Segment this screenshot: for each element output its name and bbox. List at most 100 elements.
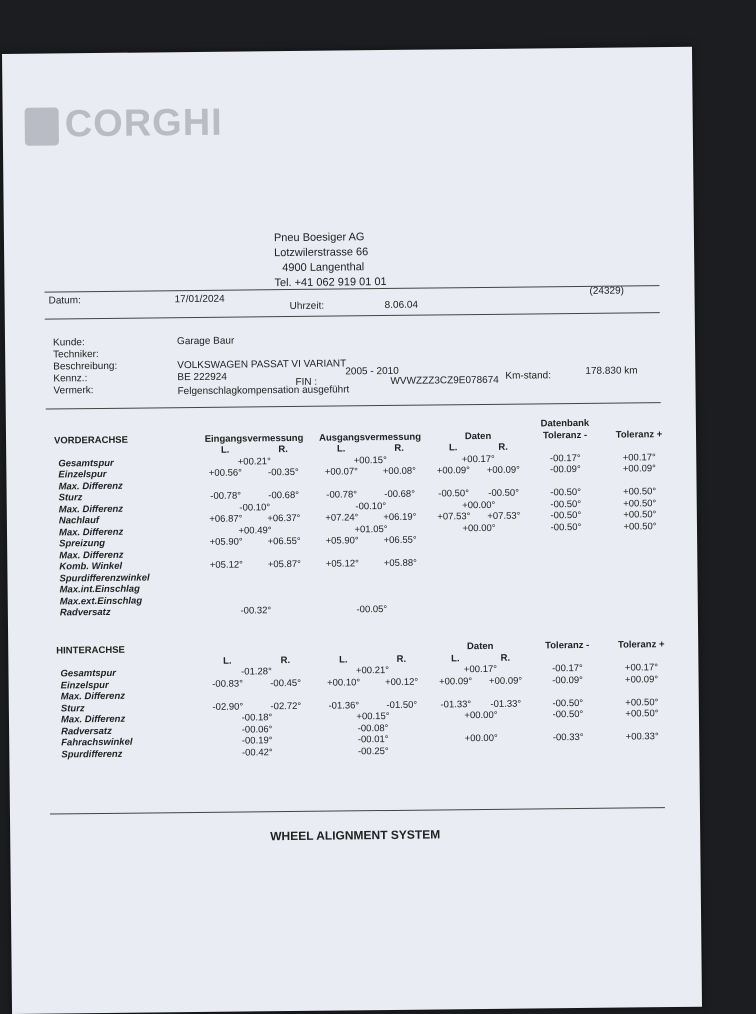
side-label: R. bbox=[280, 654, 291, 666]
value: VOLKSWAGEN PASSAT VI VARIANT bbox=[177, 358, 347, 372]
value: -00.50° bbox=[552, 709, 584, 721]
empty bbox=[529, 556, 603, 568]
value: -00.50° bbox=[550, 498, 582, 511]
value: -00.17° bbox=[552, 663, 583, 675]
value: Felgenschlagkompensation ausgeführt bbox=[177, 384, 350, 398]
value: -00.33° bbox=[552, 732, 584, 744]
value: -01.50° bbox=[386, 699, 418, 711]
side-label: L. bbox=[448, 442, 458, 454]
value: +07.53° bbox=[437, 511, 471, 523]
row-label: Spurdifferenz bbox=[61, 748, 123, 761]
label: Kunde: bbox=[52, 337, 85, 349]
value: +00.09° bbox=[486, 464, 521, 477]
value: +07.53° bbox=[487, 510, 521, 523]
value: +00.33° bbox=[625, 731, 659, 743]
row-label: Radversatz bbox=[59, 607, 111, 619]
company-name: Pneu Boesiger AG bbox=[273, 231, 365, 245]
label: Uhrzeit: bbox=[289, 300, 325, 313]
empty bbox=[605, 742, 679, 754]
value: -00.09° bbox=[549, 464, 581, 476]
empty bbox=[604, 578, 678, 590]
value: +05.87° bbox=[267, 559, 301, 571]
side-label: R. bbox=[498, 441, 508, 454]
value: -00.17° bbox=[549, 452, 581, 465]
empty bbox=[603, 543, 677, 555]
empty bbox=[529, 533, 603, 545]
value: +00.50° bbox=[623, 497, 657, 510]
value: -00.45° bbox=[270, 677, 302, 689]
empty bbox=[531, 743, 605, 755]
label: Km-stand: bbox=[505, 370, 552, 382]
value: -00.50° bbox=[550, 487, 582, 499]
value: +06.87° bbox=[209, 513, 243, 526]
empty bbox=[603, 555, 677, 567]
empty bbox=[603, 532, 677, 544]
logo: CORGHI bbox=[24, 101, 223, 147]
company: Pneu Boesiger AG Lotzwilerstrasse 66 490… bbox=[274, 230, 387, 291]
value: -02.90° bbox=[212, 701, 244, 713]
empty bbox=[528, 475, 602, 487]
value: WVWZZZ3CZ9E078674 bbox=[390, 374, 499, 387]
value: -00.50° bbox=[488, 487, 520, 500]
value: +06.19° bbox=[383, 511, 417, 524]
header: Eingangsvermessung bbox=[204, 432, 304, 445]
value: +06.55° bbox=[383, 534, 417, 547]
value: -01.33° bbox=[440, 698, 472, 711]
value: -02.72° bbox=[270, 700, 302, 712]
value: +05.12° bbox=[325, 558, 359, 570]
side-label: L. bbox=[336, 443, 346, 455]
value: -01.33° bbox=[490, 698, 522, 710]
value: -00.32° bbox=[240, 605, 272, 617]
header: Toleranz + bbox=[617, 639, 665, 651]
printout: CORGHI Pneu Boesiger AG Lotzwilerstrasse… bbox=[2, 46, 703, 1014]
empty bbox=[531, 686, 605, 698]
side-label: L. bbox=[223, 655, 232, 667]
spacer bbox=[602, 417, 676, 429]
value: +00.08° bbox=[382, 465, 417, 478]
value: BE 222924 bbox=[177, 371, 227, 384]
label: Beschreibung: bbox=[53, 360, 118, 373]
empty bbox=[530, 579, 604, 591]
value: +00.50° bbox=[623, 520, 657, 533]
side-label: L. bbox=[220, 444, 230, 456]
value: -00.35° bbox=[267, 467, 299, 479]
value: +00.09° bbox=[624, 673, 659, 686]
value: +07.24° bbox=[325, 512, 359, 524]
empty bbox=[602, 474, 676, 486]
empty bbox=[531, 720, 605, 732]
company-street: Lotzwilerstrasse 66 bbox=[274, 246, 369, 260]
value: -00.78° bbox=[326, 489, 358, 501]
side-label: R. bbox=[500, 652, 511, 664]
company-city: 4900 Langenthal bbox=[282, 261, 365, 275]
value: +05.90° bbox=[209, 536, 243, 549]
value: +00.50° bbox=[625, 696, 659, 709]
value: -00.09° bbox=[552, 674, 584, 687]
empty bbox=[604, 601, 678, 613]
header: Toleranz - bbox=[545, 640, 590, 652]
logo-text: CORGHI bbox=[64, 101, 223, 146]
empty bbox=[603, 566, 677, 578]
value: +06.55° bbox=[267, 536, 301, 548]
value: -01.36° bbox=[328, 700, 360, 712]
value: +06.37° bbox=[267, 513, 301, 525]
label: Vermerk: bbox=[53, 385, 94, 397]
empty bbox=[605, 719, 679, 731]
front-axle-table: Datenbank VORDERACHSE Eingangsvermessung Au… bbox=[46, 417, 678, 619]
value: -00.78° bbox=[210, 490, 242, 503]
value: +05.88° bbox=[383, 557, 417, 570]
value: +00.17° bbox=[622, 451, 656, 464]
value: -00.68° bbox=[384, 488, 416, 501]
empty bbox=[604, 589, 678, 601]
value: -00.25° bbox=[357, 745, 389, 758]
value: Garage Baur bbox=[176, 335, 235, 348]
empty bbox=[605, 685, 679, 697]
side-label: R. bbox=[396, 653, 407, 665]
empty bbox=[431, 744, 531, 757]
value: 8.06.04 bbox=[384, 299, 419, 312]
value: +00.09° bbox=[436, 465, 471, 477]
value: +05.90° bbox=[325, 535, 359, 547]
value: +00.56° bbox=[208, 467, 243, 480]
label: Techniker: bbox=[53, 349, 99, 361]
footer: WHEEL ALIGNMENT SYSTEM bbox=[270, 827, 441, 844]
value: +00.50° bbox=[625, 708, 659, 720]
